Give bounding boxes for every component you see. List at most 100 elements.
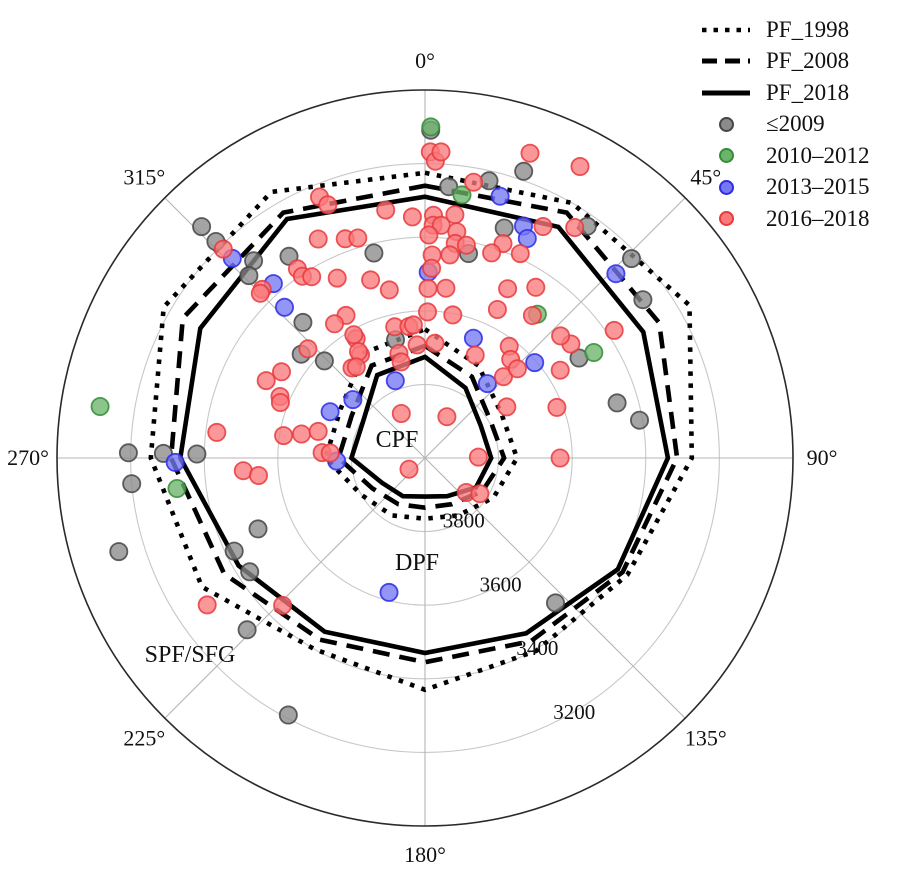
blue-dot-icon: [718, 179, 734, 195]
scatter-dot: [456, 235, 476, 255]
scatter-dot: [607, 393, 627, 413]
scatter-dot: [470, 484, 490, 504]
scatter-dot: [118, 443, 138, 463]
legend-item-2013-2015: 2013–2015: [700, 172, 905, 204]
scatter-dot: [167, 478, 187, 498]
scatter-dot: [517, 228, 537, 248]
scatter-dot: [422, 258, 442, 278]
scatter-dot: [250, 283, 270, 303]
scatter-dot: [464, 172, 484, 192]
scatter-dot: [630, 410, 650, 430]
scatter-dot: [391, 352, 411, 372]
scatter-dot: [239, 266, 259, 286]
scatter-dot: [327, 268, 347, 288]
scatter-dot: [407, 335, 427, 355]
gray-dot-icon: [718, 116, 734, 132]
scatter-dot: [477, 374, 497, 394]
scatter-dot: [493, 367, 513, 387]
legend-item-pf-2018: PF_2018: [700, 77, 905, 109]
scatter-dot: [525, 353, 545, 373]
scatter-dot: [550, 448, 570, 468]
spoke-line: [424, 197, 686, 459]
scatter-dot: [533, 216, 553, 236]
scatter-dot: [399, 459, 419, 479]
scatter-dot: [551, 326, 571, 346]
scatter-dot: [248, 519, 268, 539]
spoke-line: [164, 457, 426, 719]
scatter-dot: [402, 207, 422, 227]
scatter-dot: [308, 421, 328, 441]
radial-tick-label: 3600: [480, 572, 522, 596]
scatter-dot: [291, 424, 311, 444]
scatter-dot: [248, 465, 268, 485]
angle-tick-label: 315°: [123, 164, 165, 189]
scatter-dot: [207, 422, 227, 442]
scatter-dot: [274, 297, 294, 317]
scatter-dot: [584, 342, 604, 362]
scatter-dot: [468, 447, 488, 467]
scatter-dot: [256, 371, 276, 391]
scatter-dot: [376, 200, 396, 220]
scatter-dot: [324, 314, 344, 334]
scatter-dot: [465, 345, 485, 365]
legend-label: PF_1998: [766, 16, 850, 42]
radial-tick-label: 3200: [553, 700, 595, 724]
scatter-dot: [346, 357, 366, 377]
scatter-dot: [419, 225, 439, 245]
red-dot-icon: [718, 211, 734, 227]
scatter-dot: [565, 217, 585, 237]
scatter-dot: [494, 218, 514, 238]
scatter-dot: [498, 279, 518, 299]
region-label: DPF: [395, 550, 439, 576]
scatter-dot: [213, 239, 233, 259]
legend-item-2010-2012: 2010–2012: [700, 140, 905, 172]
scatter-dot: [522, 305, 542, 325]
scatter-dot: [165, 452, 185, 472]
legend-label: 2016–2018: [766, 205, 870, 231]
scatter-dot: [445, 205, 465, 225]
scatter-dot: [452, 185, 472, 205]
dashed-line-sample-icon: [700, 57, 752, 65]
scatter-dot: [348, 228, 368, 248]
legend-label: PF_2008: [766, 48, 850, 74]
radial-tick-label: 3400: [516, 636, 558, 660]
legend-label: PF_2018: [766, 79, 850, 105]
scatter-dot: [622, 249, 642, 269]
dotted-line-sample-icon: [700, 26, 752, 34]
line-pf-1998-outer: [148, 170, 695, 693]
scatter-dot: [526, 277, 546, 297]
scatter-dot: [436, 278, 456, 298]
green-dot-icon: [718, 148, 734, 164]
region-label: SPF/SFG: [145, 642, 236, 668]
scatter-dot: [546, 593, 566, 613]
scatter-dot: [482, 243, 502, 263]
scatter-dot: [270, 392, 290, 412]
scatter-dot: [122, 474, 142, 494]
scatter-dot: [606, 264, 626, 284]
line-pf-2008-inner: [335, 343, 507, 511]
scatter-dot: [431, 142, 451, 162]
scatter-dot: [443, 305, 463, 325]
scatter-dot: [514, 161, 534, 181]
angle-tick-label: 45°: [690, 164, 721, 189]
scatter-dot: [197, 595, 217, 615]
scatter-dot: [490, 186, 510, 206]
scatter-dot: [437, 407, 457, 427]
line-pf-2018-inner: [348, 354, 494, 499]
scatter-dot: [343, 390, 363, 410]
scatter-dot: [633, 290, 653, 310]
scatter-dot: [293, 312, 313, 332]
legend-label: ≤2009: [766, 111, 825, 137]
scatter-dot: [192, 217, 212, 237]
scatter-dot: [298, 339, 318, 359]
scatter-dot: [278, 705, 298, 725]
scatter-dot: [90, 396, 110, 416]
scatter-dot: [421, 117, 441, 137]
scatter-dot: [547, 397, 567, 417]
scatter-dot: [274, 426, 294, 446]
angle-tick-label: 180°: [404, 842, 446, 867]
scatter-dot: [417, 302, 437, 322]
angle-tick-label: 270°: [7, 445, 49, 470]
